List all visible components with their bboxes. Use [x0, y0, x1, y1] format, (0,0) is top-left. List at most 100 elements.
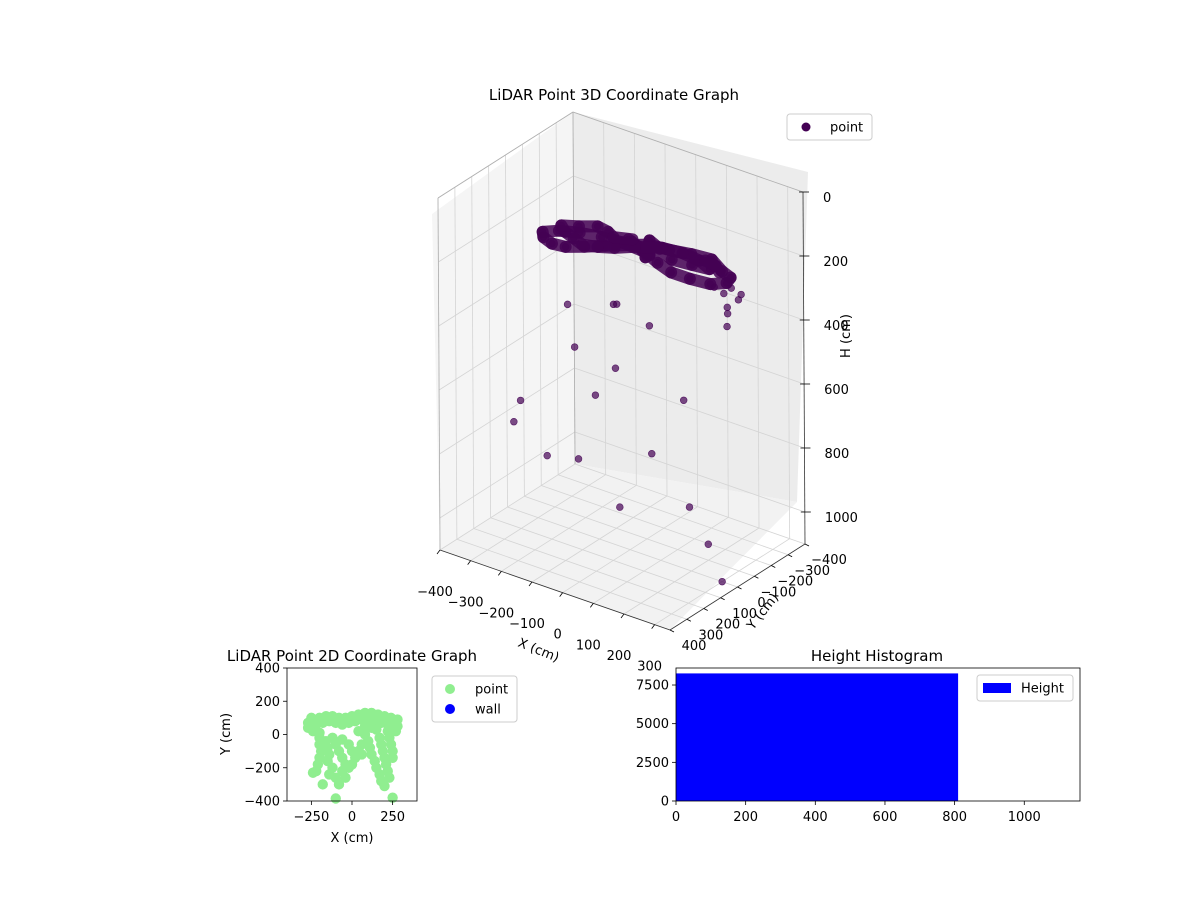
- grid-line-y-left: [488, 165, 492, 518]
- point-3d: [510, 418, 518, 426]
- y-tick-label-3d: 200: [715, 618, 740, 633]
- legend-3d-label: point: [830, 121, 863, 136]
- x-tick-mark-3d: [559, 592, 563, 597]
- y-tick-label-2d: 0: [272, 728, 280, 743]
- chart-2d-scatter: LiDAR Point 2D Coordinate Graph −250 0 250…: [219, 647, 518, 846]
- y-tick-label-2d: −200: [244, 761, 280, 776]
- y-tick-label-3d: −400: [811, 553, 847, 568]
- point-2d: [317, 779, 328, 790]
- grid-line-y-left: [555, 122, 559, 475]
- point-2d: [392, 714, 403, 725]
- chart-histogram: Height Histogram 0 200 400 600 800 1000 0 2500…: [636, 647, 1081, 825]
- x-tick-label-3d: 0: [554, 628, 562, 643]
- y-tick-label-hist: 0: [661, 795, 669, 810]
- y-tick-label-3d: 300: [698, 628, 723, 643]
- pane-edge: [437, 197, 441, 551]
- x-tick-label-hist: 400: [803, 810, 828, 825]
- point-cluster-3d: [699, 254, 722, 272]
- histogram-title: Height Histogram: [811, 647, 943, 665]
- grid-line-x-back: [603, 122, 607, 475]
- point-3d: [616, 503, 624, 511]
- y-tick-label-3d: 0: [757, 596, 765, 611]
- x-tick-label-2d: 250: [380, 810, 405, 825]
- grid-line-x-back: [695, 154, 699, 507]
- y-tick-label-2d: 400: [255, 662, 280, 677]
- point-2d: [330, 793, 341, 804]
- legend-3d-marker: [801, 122, 811, 132]
- x-tick-label-2d: 0: [348, 810, 356, 825]
- left-pane: [432, 112, 575, 550]
- x-tick-mark-3d: [620, 613, 625, 619]
- x-tick-label-3d: 200: [607, 649, 632, 664]
- grid-line-z-back: [574, 431, 805, 513]
- grid-line-y-floor: [507, 506, 738, 588]
- x-tick-label-3d: −200: [478, 606, 514, 621]
- grid-line-z-left: [438, 303, 575, 391]
- x-ticks-hist: 0 200 400 600 800 1000: [672, 801, 1041, 825]
- grid-line-z-left: [439, 367, 575, 455]
- x-tick-mark-3d: [498, 571, 502, 576]
- point-3d: [563, 300, 572, 309]
- y-tick-mark-3d: [703, 608, 708, 611]
- y-tick-label-3d: 100: [732, 607, 757, 622]
- z-tick-label-3d: 0: [823, 191, 831, 206]
- chart-3d-title: LiDAR Point 3D Coordinate Graph: [489, 86, 739, 104]
- y-tick-label-3d: −100: [761, 585, 797, 600]
- point-3d: [723, 322, 731, 331]
- y-tick-label-2d: −400: [244, 795, 280, 810]
- grid-line-y-left: [505, 154, 508, 508]
- point-3d: [543, 451, 551, 460]
- x-tick-mark-3d: [651, 624, 655, 629]
- grid-line-y-left: [538, 133, 542, 486]
- y-tick-label-3d: −300: [794, 564, 830, 579]
- point-3d: [591, 391, 600, 399]
- y-tick-label-hist: 5000: [636, 717, 669, 732]
- grid-line-y-floor: [473, 528, 704, 609]
- legend-3d: point: [786, 113, 873, 141]
- back-pane: [573, 112, 808, 502]
- y-tick-mark-3d: [754, 575, 759, 579]
- x-tick-label-2d: −250: [294, 810, 330, 825]
- point-3d: [516, 396, 525, 405]
- grid-line-z-left: [438, 175, 574, 263]
- grid-line-z-left: [438, 239, 574, 327]
- point-2d: [343, 762, 354, 773]
- point-2d: [356, 749, 367, 760]
- point-3d: [679, 396, 688, 404]
- points-3d: [510, 219, 745, 586]
- chart-2d-title: LiDAR Point 2D Coordinate Graph: [227, 647, 477, 665]
- y-tick-label-hist: 7500: [636, 679, 669, 694]
- legend-2d-marker-point: [445, 684, 455, 694]
- z-axis-label-3d: H (cm): [839, 314, 854, 358]
- z-tick-label-3d: 800: [824, 447, 849, 462]
- point-2d: [307, 767, 319, 778]
- z-ticks-3d: 0 200 400 600 800 1000: [799, 191, 858, 526]
- x-tick-label-3d: −400: [417, 585, 453, 600]
- y-tick-mark-3d: [804, 543, 810, 547]
- grid-line-z-left: [439, 431, 576, 519]
- y-tick-mark-3d: [720, 597, 725, 601]
- grid-line-x-back: [725, 165, 729, 518]
- point-3d: [613, 300, 621, 308]
- z-tick-label-3d: 400: [824, 319, 849, 334]
- legend-3d-frame: [786, 113, 873, 141]
- chart-3d-scatter: LiDAR Point 3D Coordinate Graph −400−300…: [417, 86, 873, 675]
- point-3d: [718, 577, 726, 586]
- x-tick-label-3d: 300: [637, 660, 662, 675]
- point-2d: [366, 722, 377, 734]
- x-axis-label-2d: X (cm): [331, 831, 374, 846]
- y-tick-mark-3d: [669, 629, 675, 633]
- z-tick-label-3d: 600: [824, 383, 849, 398]
- grid-line-x-back: [756, 175, 760, 529]
- y-tick-mark-3d: [737, 586, 742, 590]
- x-tick-label-hist: 600: [873, 810, 898, 825]
- x-tick-mark-3d: [436, 549, 441, 555]
- legend-hist-label: Height: [1021, 682, 1064, 697]
- point-2d: [333, 779, 345, 790]
- y-ticks-2d: −400 −200 0 200 400: [244, 662, 287, 810]
- pane-edge: [572, 111, 804, 193]
- x-tick-label-3d: 100: [576, 638, 601, 653]
- grid-line-y-floor: [557, 474, 789, 556]
